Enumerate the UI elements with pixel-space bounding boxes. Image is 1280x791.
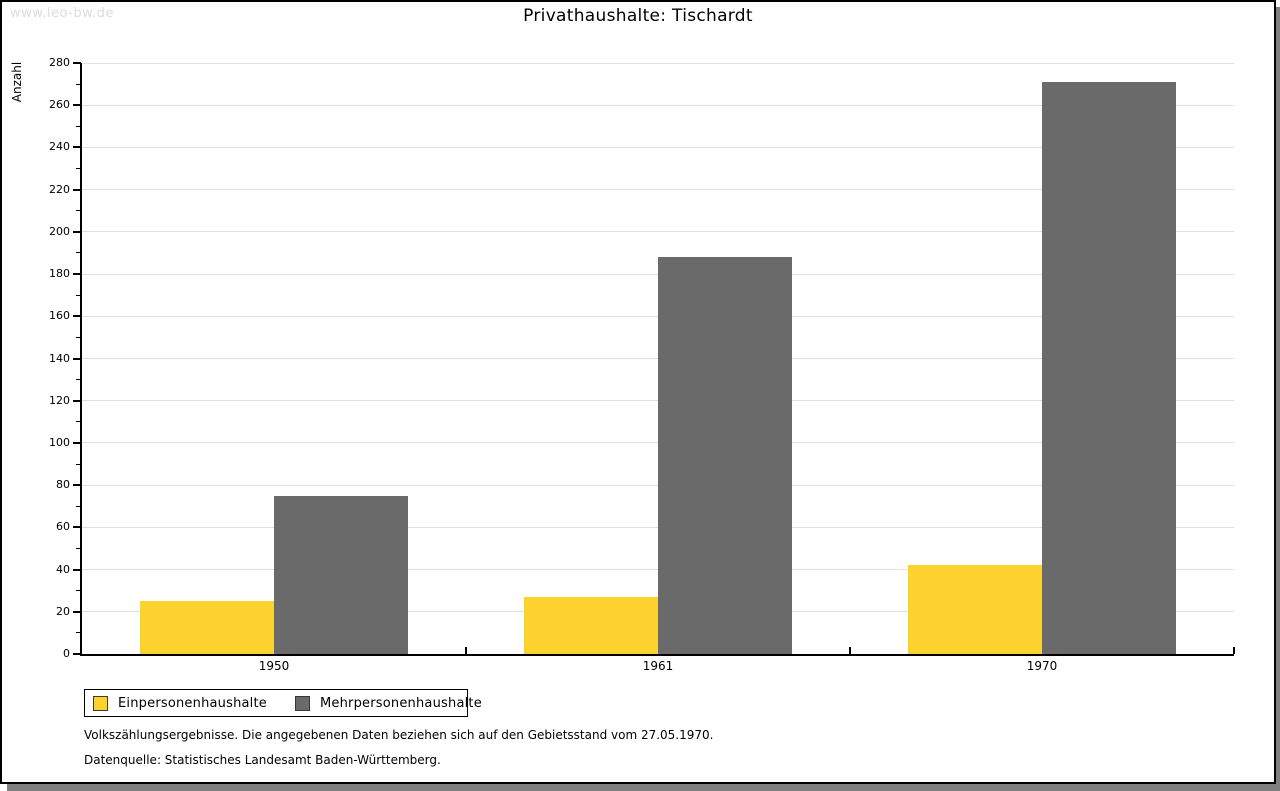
y-axis-line — [80, 63, 82, 656]
y-tick-label-180: 180 — [49, 267, 70, 281]
y-tick-200 — [73, 230, 81, 233]
y-tick-label-20: 20 — [56, 604, 70, 618]
x-boundary-tick-1 — [465, 647, 467, 654]
y-tick-60 — [73, 526, 81, 529]
y-tick-label-220: 220 — [49, 182, 70, 196]
y-tick-220 — [73, 188, 81, 191]
y-tick-40 — [73, 568, 81, 571]
y-tick-80 — [73, 484, 81, 487]
y-tick-label-200: 200 — [49, 224, 70, 238]
y-tick-160 — [73, 315, 81, 318]
y-tick-120 — [73, 399, 81, 402]
y-tick-180 — [73, 273, 81, 276]
y-tick-label-40: 40 — [56, 562, 70, 576]
y-tick-240 — [73, 146, 81, 149]
y-minor-tick-230 — [76, 168, 81, 170]
y-minor-tick-90 — [76, 463, 81, 465]
footnote-gebietsstand: Volkszählungsergebnisse. Die angegebenen… — [84, 728, 714, 742]
x-axis-line — [80, 654, 1234, 656]
legend-label-mehrpersonenhaushalte: Mehrpersonenhaushalte — [320, 695, 482, 711]
x-tick-label-1961: 1961 — [642, 659, 674, 673]
legend-swatch-mehrpersonenhaushalte — [295, 695, 310, 711]
bar-mehrpersonenhaushalte-1970 — [1042, 81, 1176, 654]
y-tick-label-260: 260 — [49, 98, 70, 112]
watermark: www.leo-bw.de — [10, 6, 114, 21]
y-tick-label-100: 100 — [49, 435, 70, 449]
y-tick-0 — [73, 653, 81, 655]
y-tick-label-240: 240 — [49, 140, 70, 154]
gridline-260 — [82, 104, 1234, 106]
x-boundary-tick-2 — [849, 647, 851, 654]
y-axis-label: Anzahl — [10, 61, 24, 103]
y-tick-140 — [73, 357, 81, 360]
gridline-220 — [82, 189, 1234, 191]
y-minor-tick-70 — [76, 505, 81, 507]
x-tick-label-1950: 1950 — [258, 659, 290, 673]
x-boundary-tick-3 — [1233, 647, 1235, 654]
y-minor-tick-130 — [76, 379, 81, 381]
y-tick-label-280: 280 — [49, 56, 70, 69]
y-minor-tick-250 — [76, 125, 81, 127]
bar-mehrpersonenhaushalte-1950 — [274, 495, 408, 654]
legend-item-mehrpersonenhaushalte: Mehrpersonenhaushalte — [295, 695, 482, 711]
y-tick-280 — [73, 62, 81, 64]
y-tick-260 — [73, 104, 81, 107]
y-minor-tick-210 — [76, 210, 81, 212]
y-tick-label-80: 80 — [56, 478, 70, 492]
y-minor-tick-30 — [76, 590, 81, 592]
y-tick-20 — [73, 610, 81, 613]
gridline-280 — [82, 62, 1234, 64]
x-tick-label-1970: 1970 — [1026, 659, 1058, 673]
y-minor-tick-10 — [76, 632, 81, 634]
y-minor-tick-170 — [76, 294, 81, 296]
bar-einpersonenhaushalte-1961 — [524, 597, 658, 654]
y-tick-label-0: 0 — [63, 647, 70, 660]
y-tick-label-60: 60 — [56, 520, 70, 534]
bar-einpersonenhaushalte-1950 — [140, 601, 274, 654]
y-tick-label-160: 160 — [49, 309, 70, 323]
y-tick-label-140: 140 — [49, 351, 70, 365]
y-minor-tick-270 — [76, 83, 81, 85]
y-minor-tick-150 — [76, 336, 81, 338]
bar-einpersonenhaushalte-1970 — [908, 565, 1042, 654]
y-minor-tick-50 — [76, 547, 81, 549]
gridline-200 — [82, 231, 1234, 233]
footnote-datenquelle: Datenquelle: Statistisches Landesamt Bad… — [84, 753, 441, 767]
y-minor-tick-190 — [76, 252, 81, 254]
legend: Einpersonenhaushalte Mehrpersonenhaushal… — [84, 689, 482, 717]
y-tick-label-120: 120 — [49, 393, 70, 407]
bar-mehrpersonenhaushalte-1961 — [658, 257, 792, 654]
legend-item-einpersonenhaushalte: Einpersonenhaushalte — [93, 695, 267, 711]
legend-swatch-einpersonenhaushalte — [93, 695, 108, 711]
y-tick-100 — [73, 441, 81, 444]
chart-title: Privathaushalte: Tischardt — [523, 6, 753, 26]
gridline-240 — [82, 146, 1234, 148]
y-minor-tick-110 — [76, 421, 81, 423]
legend-label-einpersonenhaushalte: Einpersonenhaushalte — [118, 695, 267, 711]
